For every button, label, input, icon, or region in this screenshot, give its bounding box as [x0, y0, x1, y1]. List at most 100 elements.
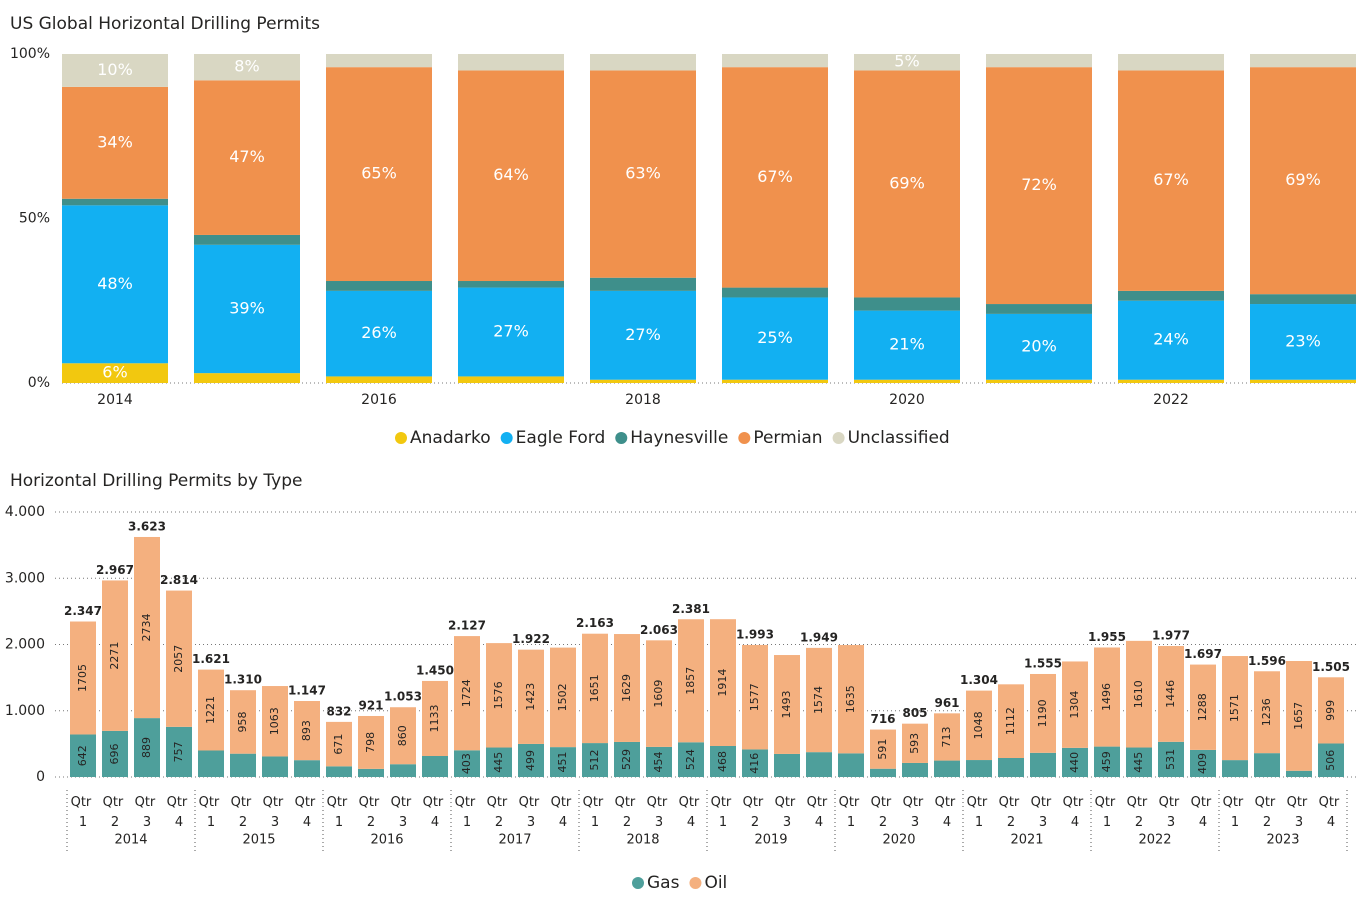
bar-segment	[590, 290, 696, 380]
bar-segment	[1094, 647, 1120, 747]
data-label: 1190	[1036, 699, 1049, 727]
y-tick-label: 50%	[19, 211, 50, 227]
bar-segment	[934, 760, 960, 777]
total-label: 1.949	[800, 630, 838, 644]
data-label: 47%	[229, 147, 265, 166]
data-label: 23%	[1285, 331, 1321, 350]
bar-segment	[1318, 743, 1344, 777]
x-group-label: 2020	[882, 833, 915, 848]
x-tick-label: Qtr 1	[327, 795, 352, 830]
bar-segment	[230, 690, 256, 754]
bar-segment	[1118, 290, 1224, 301]
bar-segment	[358, 715, 384, 769]
data-label: 889	[140, 737, 153, 758]
bar-segment	[1062, 661, 1088, 748]
x-tick-label: Qtr 3	[519, 795, 544, 830]
data-label: 499	[524, 750, 537, 771]
data-label: 26%	[361, 323, 397, 342]
bar-segment	[486, 643, 512, 748]
legend-label: Anadarko	[410, 428, 491, 448]
data-label: 1857	[684, 667, 697, 695]
data-label: 1236	[1260, 698, 1273, 726]
data-label: 1724	[460, 679, 473, 707]
data-label: 1221	[204, 696, 217, 724]
x-group-label: 2015	[242, 833, 275, 848]
data-label: 1133	[428, 704, 441, 732]
total-label: 1.596	[1248, 654, 1286, 668]
data-label: 524	[684, 749, 697, 770]
data-label: 1651	[588, 674, 601, 702]
x-tick-label: 2018	[625, 392, 661, 408]
data-label: 440	[1068, 752, 1081, 773]
data-label: 8%	[234, 57, 259, 76]
data-label: 25%	[757, 328, 793, 347]
bar-segment	[870, 729, 896, 769]
bar-segment	[198, 669, 224, 751]
data-label: 69%	[1285, 170, 1321, 189]
y-tick-label: 0	[36, 769, 45, 785]
total-label: 1.697	[1184, 647, 1222, 661]
data-label: 1609	[652, 680, 665, 708]
total-label: 1.505	[1312, 660, 1350, 674]
legend-marker	[395, 432, 407, 444]
bar-segment	[986, 67, 1092, 305]
bar-segment	[1118, 54, 1224, 71]
total-label: 921	[358, 698, 383, 712]
bar-segment	[422, 680, 448, 756]
bar-segment	[1030, 752, 1056, 777]
data-label: 512	[588, 750, 601, 771]
bar-segment	[1250, 379, 1356, 383]
bar-segment	[294, 701, 320, 761]
x-tick-label: Qtr 3	[263, 795, 288, 830]
data-label: 10%	[97, 60, 133, 79]
data-label: 6%	[102, 363, 127, 382]
bar-segment	[590, 379, 696, 383]
bar-segment	[458, 376, 564, 383]
data-label: 67%	[757, 167, 793, 186]
bar-segment	[582, 743, 608, 777]
data-label: 468	[716, 751, 729, 772]
data-label: 445	[1132, 752, 1145, 773]
data-label: 1914	[716, 669, 729, 697]
data-label: 2057	[172, 645, 185, 673]
data-label: 642	[76, 745, 89, 766]
x-tick-label: Qtr 3	[903, 795, 928, 830]
bar-segment	[294, 760, 320, 777]
bar-segment	[518, 649, 544, 744]
x-tick-label: Qtr 3	[391, 795, 416, 830]
bar-segment	[1190, 749, 1216, 777]
x-group-label: 2018	[626, 833, 659, 848]
x-tick-label: Qtr 4	[1191, 795, 1216, 830]
data-label: 1571	[1228, 694, 1241, 722]
bar-segment	[454, 636, 480, 751]
total-label: 1.993	[736, 627, 774, 641]
bar-segment	[326, 281, 432, 291]
bar-segment	[742, 749, 768, 777]
x-tick-label: Qtr 2	[999, 795, 1024, 830]
bar-segment	[326, 67, 432, 282]
bar-segment	[1118, 70, 1224, 291]
bar-segment	[422, 755, 448, 777]
y-tick-label: 1.000	[5, 703, 45, 719]
total-label: 1.450	[416, 663, 454, 677]
x-tick-label: Qtr 2	[1255, 795, 1280, 830]
bar-segment	[838, 645, 864, 754]
bar-segment	[678, 619, 704, 743]
data-label: 34%	[97, 132, 133, 151]
data-label: 1657	[1292, 702, 1305, 730]
x-group-label: 2017	[498, 833, 531, 848]
bar-segment	[62, 54, 168, 87]
total-label: 1.555	[1024, 656, 1062, 670]
bar-segment	[614, 741, 640, 777]
bar-segment	[358, 768, 384, 777]
data-label: 531	[1164, 749, 1177, 770]
legend-marker	[738, 432, 751, 444]
data-label: 1635	[844, 685, 857, 713]
bar-segment	[998, 684, 1024, 758]
data-label: 5%	[894, 52, 919, 71]
bar-segment	[326, 721, 352, 767]
bar-segment	[390, 764, 416, 777]
data-label: 1502	[556, 683, 569, 711]
bar-segment	[1286, 660, 1312, 771]
data-label: 1446	[1164, 680, 1177, 708]
